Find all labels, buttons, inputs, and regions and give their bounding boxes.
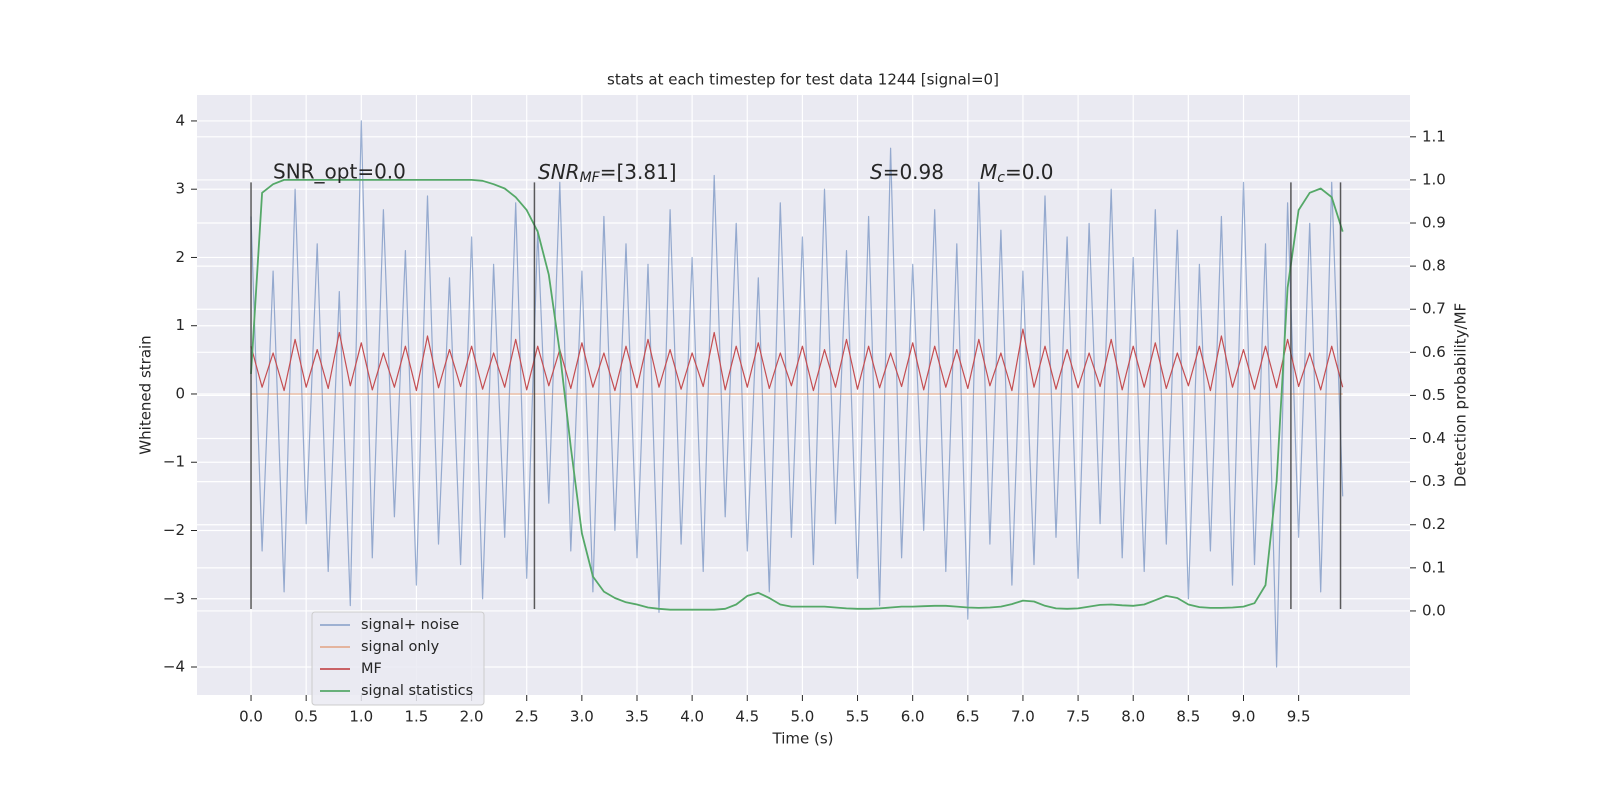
x-axis-label: Time (s)	[772, 730, 834, 748]
y-tick-label: −4	[163, 658, 185, 676]
x-tick-label: 2.0	[460, 708, 484, 726]
annotation: SNR_opt=0.0	[273, 160, 406, 184]
x-tick-label: 9.5	[1287, 708, 1311, 726]
y2-tick-label: 0.4	[1422, 429, 1446, 447]
y2-axis-label: Detection probability/MF	[1452, 303, 1470, 487]
x-tick-label: 5.5	[846, 708, 870, 726]
x-tick-label: 0.5	[294, 708, 318, 726]
y2-tick-label: 0.9	[1422, 214, 1446, 232]
series-line	[250, 179, 1344, 611]
legend: signal+ noise signal only MF signal statist…	[311, 611, 485, 706]
annotation: SNRMF=[3.81]	[538, 160, 677, 187]
axes: 0.0 0.5 1.0 1.5 2.0 2.5 3.0 3.5 4.0 4.5 5.0 5.5 6.0 6…	[163, 111, 1446, 725]
y-tick-label: −1	[163, 453, 185, 471]
annotation-rest: =[3.81]	[600, 160, 677, 184]
y-tick-label: 3	[175, 180, 185, 198]
x-tick-label: 8.5	[1176, 708, 1200, 726]
y2-tick-label: 0.6	[1422, 343, 1446, 361]
annotation-sub: MF	[580, 170, 601, 186]
x-tick-label: 8.0	[1121, 708, 1145, 726]
x-tick-label: 3.0	[570, 708, 594, 726]
x-tick-label: 4.0	[680, 708, 704, 726]
x-tick-label: 7.5	[1066, 708, 1090, 726]
x-tick-label: 4.5	[735, 708, 759, 726]
series-line	[250, 328, 1344, 392]
y2-tick-label: 1.1	[1422, 127, 1446, 145]
y-axis-label: Whitened strain	[137, 335, 155, 454]
legend-box	[311, 611, 485, 706]
y2-tick-label: 0.0	[1422, 601, 1446, 619]
marks	[250, 120, 1344, 668]
series-line	[250, 120, 1344, 668]
legend-label: signal statistics	[361, 683, 473, 699]
annotation-base: M	[980, 160, 997, 184]
x-tick-label: 1.0	[349, 708, 373, 726]
x-tick-label: 0.0	[239, 708, 263, 726]
y2-tick-label: 0.2	[1422, 515, 1446, 533]
x-tick-label: 3.5	[625, 708, 649, 726]
x-tick-label: 5.0	[790, 708, 814, 726]
y2-tick-label: 1.0	[1422, 170, 1446, 188]
x-tick-label: 1.5	[405, 708, 429, 726]
x-tick-label: 2.5	[515, 708, 539, 726]
y2-tick-label: 0.7	[1422, 300, 1446, 318]
y-tick-label: 0	[175, 384, 185, 402]
x-tick-label: 6.5	[956, 708, 980, 726]
legend-label: signal only	[361, 639, 440, 655]
y-tick-label: 1	[175, 316, 185, 334]
y2-tick-label: 0.1	[1422, 558, 1446, 576]
chart-title: stats at each timestep for test data 124…	[607, 71, 999, 89]
x-tick-label: 7.0	[1011, 708, 1035, 726]
annotation: S=0.98	[870, 160, 944, 184]
y-tick-label: 2	[175, 248, 185, 266]
legend-label: MF	[361, 661, 382, 677]
y-tick-label: 4	[175, 111, 185, 129]
annotation-base: SNR	[538, 160, 580, 184]
y2-tick-label: 0.8	[1422, 257, 1446, 275]
annotation-base: S	[870, 160, 883, 184]
annotation-rest: =0.0	[1005, 160, 1054, 184]
legend-label: signal+ noise	[361, 617, 459, 633]
y2-tick-label: 0.5	[1422, 386, 1446, 404]
annotation-sub: c	[997, 170, 1005, 186]
x-tick-label: 6.0	[901, 708, 925, 726]
x-tick-label: 9.0	[1232, 708, 1256, 726]
annotation-rest: =0.98	[883, 160, 944, 184]
y2-tick-label: 0.3	[1422, 472, 1446, 490]
annotation: Mc=0.0	[980, 160, 1054, 187]
y-tick-label: −2	[163, 521, 185, 539]
y-tick-label: −3	[163, 589, 185, 607]
